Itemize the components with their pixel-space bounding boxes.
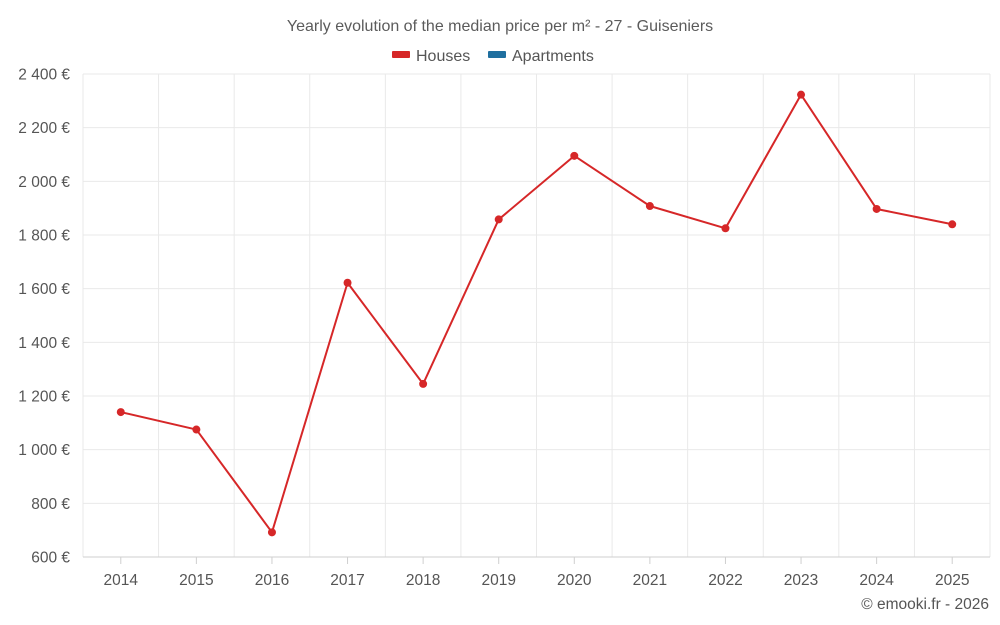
data-point-houses-2018[interactable] — [419, 379, 428, 388]
credit-text: © emooki.fr - 2026 — [861, 596, 989, 613]
y-tick-label: 1 800 € — [18, 228, 70, 245]
x-tick-label: 2014 — [104, 572, 139, 589]
y-tick-label: 1 600 € — [18, 281, 70, 298]
data-point-houses-2024[interactable] — [872, 204, 881, 213]
x-tick-label: 2015 — [179, 572, 213, 589]
y-tick-label: 2 200 € — [18, 120, 70, 137]
data-point-houses-2016[interactable] — [267, 528, 276, 537]
data-point-houses-2020[interactable] — [570, 151, 579, 160]
data-point-houses-2025[interactable] — [948, 220, 957, 229]
x-tick-label: 2022 — [708, 572, 742, 589]
chart-title: Yearly evolution of the median price per… — [287, 18, 713, 35]
series-layer — [116, 90, 957, 537]
legend-label-apartments[interactable]: Apartments — [512, 48, 594, 65]
y-tick-label: 1 400 € — [18, 335, 70, 352]
x-tick-label: 2020 — [557, 572, 592, 589]
legend-label-houses[interactable]: Houses — [416, 48, 470, 65]
data-point-houses-2023[interactable] — [797, 90, 806, 99]
y-tick-label: 600 € — [31, 550, 70, 567]
x-axis-labels: 2014 2015 2016 2017 2018 2019 2020 2021 2022 2023… — [104, 572, 970, 589]
y-tick-label: 1 000 € — [18, 442, 70, 459]
legend-swatch-apartments — [488, 51, 506, 58]
x-tick-label: 2024 — [859, 572, 894, 589]
x-tick-label: 2023 — [784, 572, 818, 589]
x-tick-label: 2025 — [935, 572, 969, 589]
y-axis-labels: 600 € 800 € 1 000 € 1 200 € 1 400 € 1 600 € 1 … — [18, 67, 70, 567]
data-point-houses-2021[interactable] — [645, 202, 654, 211]
x-tick-label: 2021 — [633, 572, 667, 589]
data-point-houses-2014[interactable] — [116, 408, 125, 417]
axes — [83, 556, 990, 564]
data-point-houses-2022[interactable] — [721, 224, 730, 233]
y-tick-label: 800 € — [31, 496, 70, 513]
grid — [82, 73, 991, 558]
series-line-houses — [119, 93, 954, 534]
data-point-houses-2019[interactable] — [494, 215, 503, 224]
y-tick-label: 2 400 € — [18, 67, 70, 84]
data-point-houses-2017[interactable] — [343, 278, 352, 287]
legend: Houses Apartments — [392, 48, 594, 65]
x-tick-label: 2017 — [330, 572, 364, 589]
x-tick-label: 2019 — [481, 572, 515, 589]
data-point-houses-2015[interactable] — [192, 425, 201, 434]
x-tick-label: 2018 — [406, 572, 440, 589]
legend-swatch-houses — [392, 51, 410, 58]
x-tick-label: 2016 — [255, 572, 289, 589]
y-tick-label: 1 200 € — [18, 389, 70, 406]
y-tick-label: 2 000 € — [18, 174, 70, 191]
